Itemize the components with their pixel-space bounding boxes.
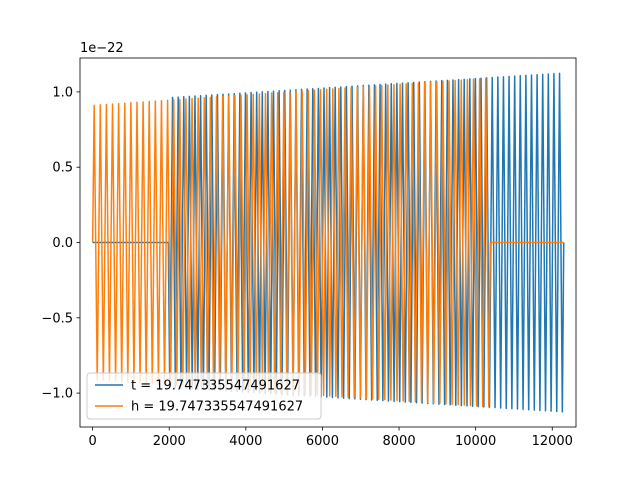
legend-label: h = 19.747335547491627: [131, 400, 303, 415]
legend-box: [86, 372, 322, 420]
x-tick-label: 12000: [532, 434, 573, 449]
plot-area: [91, 72, 565, 413]
legend-label: t = 19.747335547491627: [131, 379, 300, 394]
x-tick-label: 0: [88, 434, 96, 449]
x-tick-label: 6000: [306, 434, 339, 449]
series-line-h: [91, 77, 564, 408]
y-tick-label: −0.5: [41, 311, 73, 326]
x-tick-label: 10000: [455, 434, 496, 449]
y-tick-label: −1.0: [41, 387, 73, 402]
axes: 0 2000 4000 6000 8000 10000 12000 −1.0 −0.5 0.0 0.…: [41, 57, 577, 449]
x-tick-label: 8000: [383, 434, 416, 449]
y-tick-label: 0.0: [52, 236, 73, 251]
x-tick-label: 4000: [229, 434, 262, 449]
x-tick-label: 2000: [153, 434, 186, 449]
y-tick-label: 0.5: [52, 161, 73, 176]
legend: t = 19.747335547491627 h = 19.74733554749…: [86, 372, 322, 420]
y-offset-text: 1e−22: [80, 41, 124, 56]
y-tick-label: 1.0: [52, 85, 73, 100]
